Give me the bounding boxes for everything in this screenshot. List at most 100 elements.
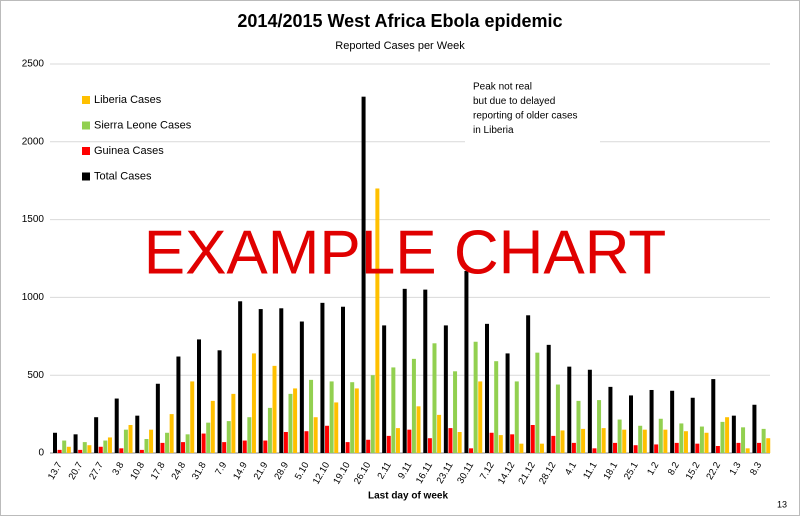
bar (144, 438, 149, 453)
legend-swatch (82, 96, 90, 104)
bar (485, 323, 489, 453)
bar (135, 415, 140, 453)
bar (169, 414, 174, 453)
bar (361, 96, 366, 454)
bar (382, 325, 387, 453)
bar (704, 432, 709, 453)
bar (745, 448, 750, 453)
bar (107, 437, 112, 453)
bar (267, 407, 272, 453)
bar (715, 445, 720, 453)
bar (341, 306, 345, 453)
y-tick-label: 2500 (22, 59, 45, 70)
bar (313, 417, 318, 453)
bar (87, 445, 92, 453)
bar (334, 402, 339, 453)
bar (181, 442, 186, 453)
bar (505, 353, 510, 453)
bar (94, 417, 99, 453)
bar (251, 353, 256, 453)
bar (555, 384, 560, 453)
bar (53, 432, 57, 453)
y-tick-label: 0 (38, 448, 44, 459)
bar (720, 421, 725, 453)
bar (519, 443, 524, 453)
bar (587, 369, 592, 453)
bar (78, 449, 83, 453)
bar (535, 352, 540, 453)
bar (345, 442, 350, 453)
bar (526, 315, 531, 453)
bar (622, 429, 627, 453)
bar (683, 431, 688, 453)
bar (510, 434, 515, 453)
bar (638, 425, 643, 453)
y-tick-label: 1000 (22, 292, 45, 303)
bar (642, 429, 647, 453)
bar (741, 427, 746, 453)
bar (416, 406, 421, 453)
bar (432, 343, 437, 453)
bar (258, 309, 263, 453)
bar (473, 341, 478, 453)
bar (581, 428, 586, 453)
legend-label: Liberia Cases (94, 94, 162, 106)
bar (514, 381, 519, 453)
bar (571, 442, 576, 453)
bar (699, 426, 704, 453)
bar (731, 415, 736, 453)
bar (370, 375, 375, 453)
bar (263, 440, 268, 453)
bar (725, 417, 730, 453)
bar (498, 435, 503, 453)
bar (608, 386, 613, 453)
bar (469, 448, 474, 453)
bar (402, 288, 407, 453)
bar (711, 379, 716, 453)
bar (155, 383, 160, 453)
bar (206, 422, 211, 453)
annotation: but due to delayed (473, 96, 555, 107)
bar (443, 325, 448, 453)
bar (293, 388, 298, 453)
bar (736, 442, 741, 453)
legend-swatch (82, 147, 90, 155)
bar (649, 389, 654, 453)
bar (629, 395, 633, 453)
bar (761, 428, 766, 453)
bar (386, 435, 391, 453)
bar (354, 388, 359, 453)
bar (201, 433, 206, 453)
bar (226, 421, 231, 453)
bar (437, 414, 442, 453)
bar (658, 418, 663, 453)
bar (457, 431, 462, 453)
bar (752, 404, 757, 453)
bar (299, 321, 304, 453)
bar (185, 434, 190, 453)
bar (210, 400, 215, 453)
bar (242, 440, 247, 453)
bar (670, 390, 675, 453)
bar (560, 430, 565, 453)
legend-swatch (82, 172, 90, 181)
annotation-box (465, 74, 600, 144)
bar (66, 446, 71, 453)
bar (197, 339, 201, 453)
legend-label: Guinea Cases (94, 145, 164, 157)
bar (567, 366, 572, 453)
bar (190, 381, 195, 453)
bar (576, 400, 581, 453)
bar (427, 438, 432, 453)
bar (288, 393, 293, 453)
bar (176, 356, 181, 453)
legend-label: Total Cases (94, 170, 152, 182)
bar (128, 424, 133, 453)
bar (329, 381, 334, 453)
bar (279, 308, 284, 453)
bar (690, 397, 695, 453)
bar (309, 379, 314, 453)
annotation: in Liberia (473, 125, 514, 136)
bar (489, 432, 494, 453)
bar (231, 393, 236, 453)
